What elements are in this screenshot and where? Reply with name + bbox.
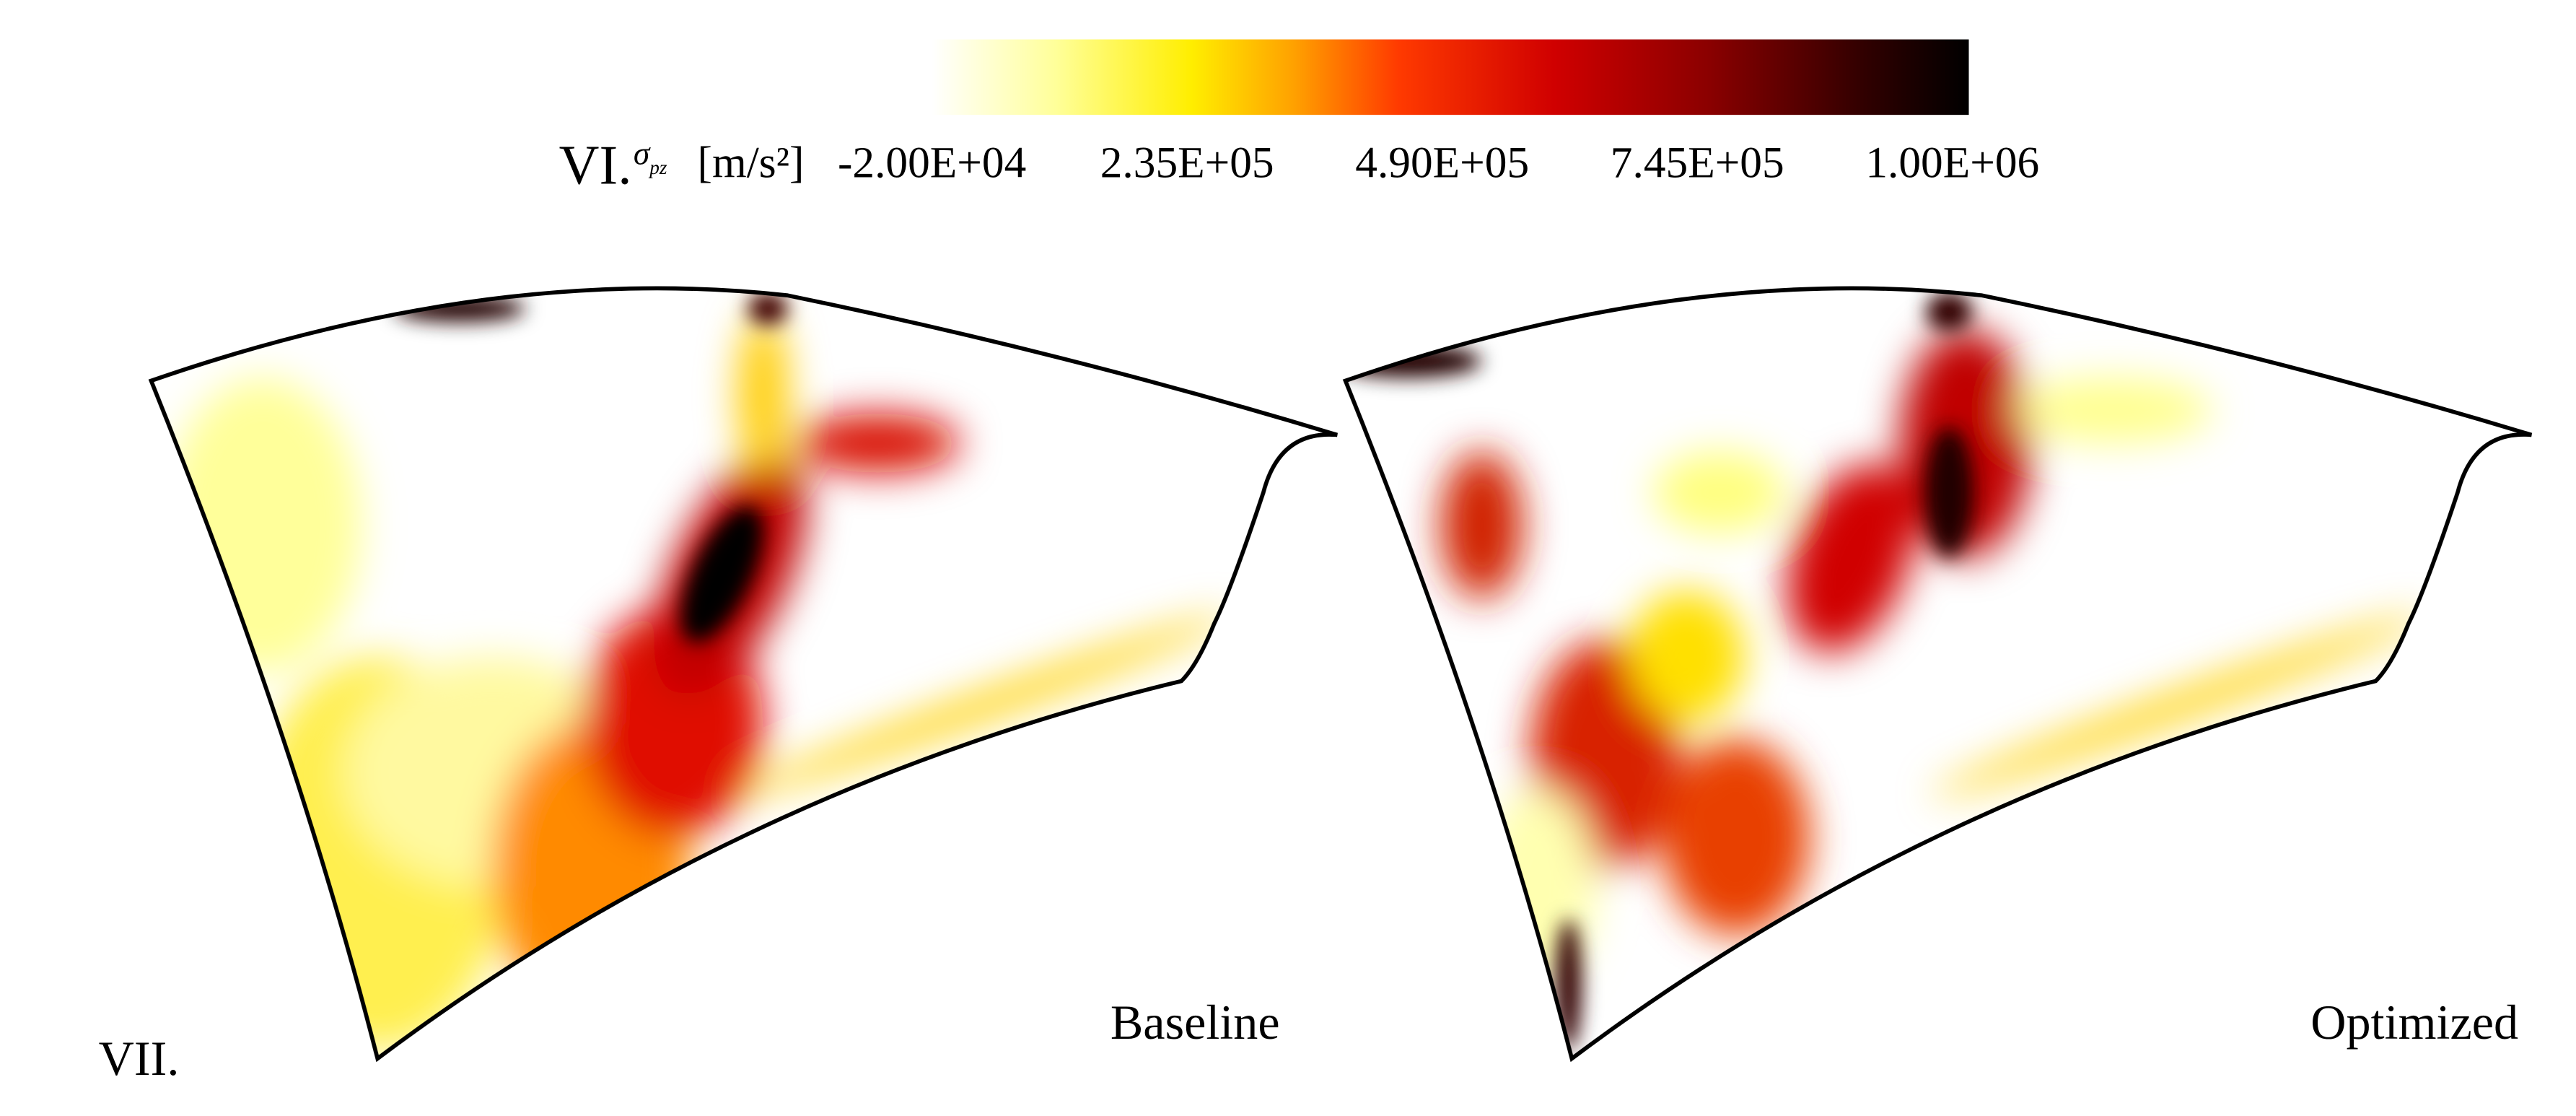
section-label: VI.: [559, 134, 632, 196]
colorbar: [932, 39, 1969, 115]
contour-field: [1345, 288, 2532, 1059]
symbol-subscript: pz: [648, 157, 667, 178]
tick-label: -2.00E+04: [838, 139, 1026, 188]
unit-label: [m/s²]: [698, 139, 805, 188]
symbol-letter: σ: [634, 134, 651, 171]
tick-label: 2.35E+05: [1100, 139, 1274, 188]
panel-label: Baseline: [1110, 995, 1280, 1050]
optimized-panel: [1326, 263, 2556, 1084]
baseline-panel: [131, 263, 1362, 1084]
tick-label: 7.45E+05: [1611, 139, 1784, 188]
contour-field: [151, 288, 1338, 1059]
tick-label: 1.00E+06: [1865, 139, 2039, 188]
symbol: σpz: [634, 134, 667, 178]
colorbar-ticks: -2.00E+04 2.35E+05 4.90E+05 7.45E+05 1.00E+0…: [838, 139, 2039, 188]
tick-label: 4.90E+05: [1355, 139, 1529, 188]
section-label: VII.: [99, 1031, 180, 1086]
panel-label: Optimized: [2310, 995, 2518, 1050]
